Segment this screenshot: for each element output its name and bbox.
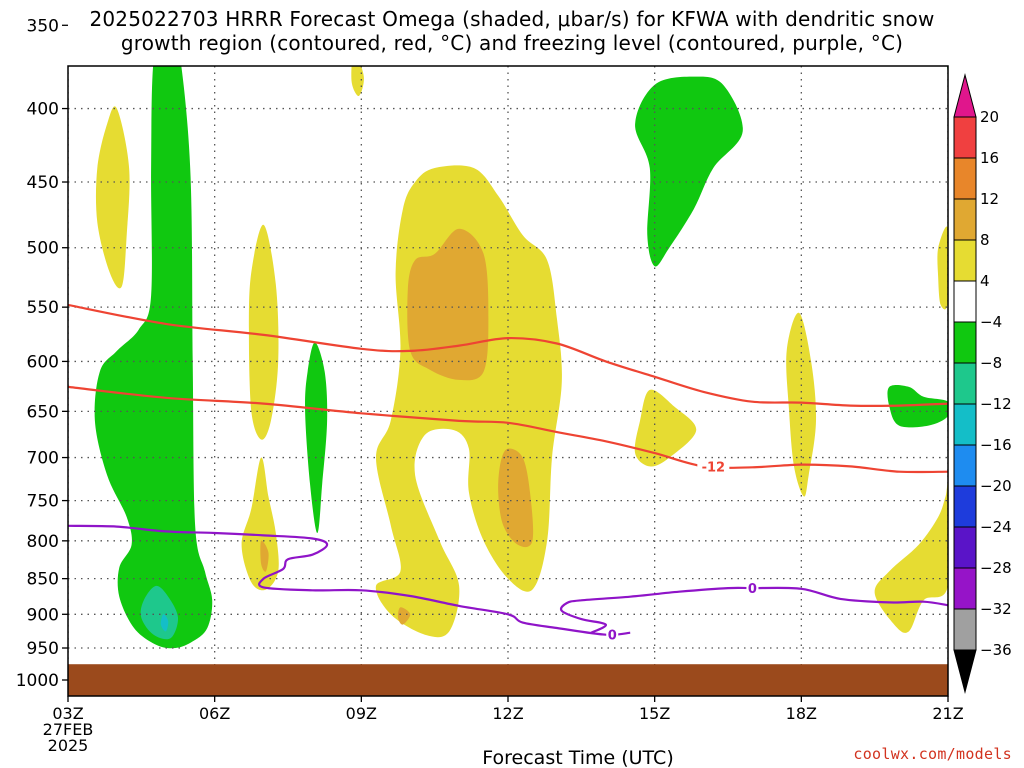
y-tick-label-500: 500 [27, 239, 59, 259]
colorbar-bin-4 [953, 239, 977, 282]
x-tick-label-15Z: 15Z [639, 704, 670, 723]
omega-region-4 [241, 457, 279, 591]
x-start-label-3: 2025 [48, 736, 89, 755]
omega-region-10 [407, 228, 489, 381]
omega-region-1 [95, 106, 130, 289]
omega-region-2 [351, 66, 364, 97]
x-tick-label-06Z: 06Z [199, 704, 230, 723]
x-tick-label-18Z: 18Z [786, 704, 817, 723]
credit-text: coolwx.com/models [853, 745, 1012, 763]
colorbar-bin-8 [953, 403, 977, 446]
omega-region-11 [498, 448, 534, 548]
colorbar-label-8: −12 [980, 395, 1012, 413]
chart-title-line-1: 2025022703 HRRR Forecast Omega (shaded, … [89, 7, 935, 31]
colorbar-bottom-arrow [953, 649, 977, 694]
x-start-label-2: 27FEB [43, 720, 94, 739]
freezing-contour-label-extra: 0 [608, 629, 617, 644]
colorbar-bin-3 [953, 198, 977, 241]
x-tick-label-12Z: 12Z [492, 704, 523, 723]
freezing-contour-1 [68, 524, 631, 636]
freezing-label-bg-2 [746, 581, 759, 596]
x-tick-label-09Z: 09Z [346, 704, 377, 723]
y-tick-label-850: 850 [27, 570, 59, 590]
y-tick-label-950: 950 [27, 639, 59, 659]
omega-region-12 [260, 540, 269, 572]
colorbar-bin-9 [953, 444, 977, 487]
omega-region-15 [305, 342, 328, 533]
ground-fill [68, 664, 948, 696]
colorbar-bin-6 [953, 321, 977, 364]
colorbar-label-10: −20 [980, 477, 1012, 495]
colorbar-bin-5 [953, 280, 977, 323]
dendritic-contour-2 [68, 385, 948, 474]
omega-region-20 [160, 614, 169, 632]
omega-region-13 [397, 607, 411, 625]
y-tick-label-650: 650 [27, 402, 59, 422]
colorbar-label-1: 20 [980, 108, 999, 126]
y-tick-label-350: 350 [27, 16, 59, 36]
chart-title-line-2: growth region (contoured, red, °C) and f… [120, 31, 904, 55]
y-tick-label-750: 750 [27, 492, 59, 512]
freezing-contour-2 [559, 586, 948, 634]
colorbar-label-3: 12 [980, 190, 999, 208]
omega-region-18 [947, 66, 948, 71]
omega-region-8 [874, 482, 948, 633]
x-start-label-1: 03Z [52, 704, 83, 723]
dendritic-contour-label-2: -12 [702, 461, 726, 476]
plot-area: -12 0 0 [68, 66, 948, 696]
colorbar-label-4: 8 [980, 231, 990, 249]
y-tick-label-450: 450 [27, 173, 59, 193]
colorbar-label-7: −8 [980, 354, 1002, 372]
colorbar-bin-1 [953, 116, 977, 159]
y-tick-label-800: 800 [27, 532, 59, 552]
omega-region-19 [140, 585, 179, 640]
omega-region-14 [94, 66, 213, 649]
freezing-contour-label-2: 0 [748, 582, 757, 597]
colorbar-bin-10 [953, 485, 977, 528]
colorbar-bin-2 [953, 157, 977, 200]
y-tick-label-900: 900 [27, 605, 59, 625]
colorbar-label-14: −36 [980, 641, 1012, 659]
dendritic-contour-1 [68, 303, 948, 407]
y-tick-label-550: 550 [27, 298, 59, 318]
colorbar-label-13: −32 [980, 600, 1012, 618]
omega-region-17 [887, 385, 948, 428]
dendritic-label-bg-2 [697, 459, 730, 474]
x-axis-title: Forecast Time (UTC) [482, 747, 673, 768]
omega-region-3 [248, 224, 279, 440]
colorbar-label-6: −4 [980, 313, 1002, 331]
freezing-label-bg-extra [606, 627, 619, 642]
colorbar-label-9: −16 [980, 436, 1012, 454]
colorbar: 20 16 12 8 4 −4 −8 −12 −16 −20 −24 −28 −32 −36 [953, 73, 1012, 694]
y-tick-label-700: 700 [27, 449, 59, 469]
colorbar-label-12: −28 [980, 559, 1012, 577]
omega-region-16 [635, 76, 743, 267]
colorbar-label-2: 16 [980, 149, 999, 167]
colorbar-bin-11 [953, 526, 977, 569]
y-tick-label-1000: 1000 [16, 671, 59, 691]
colorbar-top-arrow [953, 73, 977, 118]
omega-region-6 [634, 389, 697, 467]
x-tick-label-21Z: 21Z [932, 704, 963, 723]
colorbar-bin-7 [953, 362, 977, 405]
colorbar-label-5: 4 [980, 272, 990, 290]
colorbar-bin-13 [953, 608, 977, 651]
colorbar-label-11: −24 [980, 518, 1012, 536]
gridlines [68, 66, 948, 696]
y-tick-label-400: 400 [27, 100, 59, 120]
colorbar-bin-12 [953, 567, 977, 610]
y-tick-label-600: 600 [27, 352, 59, 372]
